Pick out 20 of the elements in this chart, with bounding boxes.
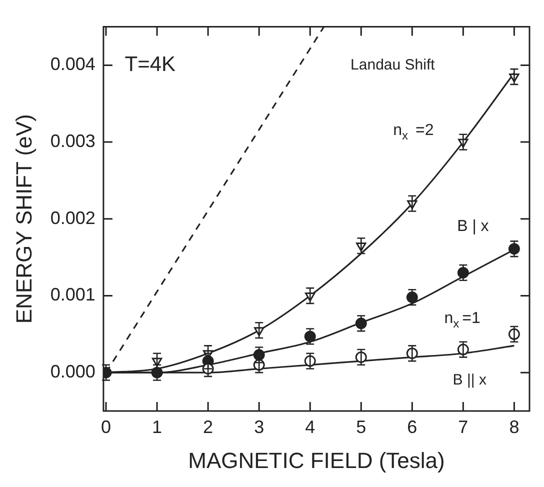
- x-axis-title: MAGNETIC FIELD (Tesla): [188, 448, 445, 473]
- x-tick-label: 5: [356, 416, 366, 437]
- y-tick-label: 0.000: [50, 362, 96, 382]
- y-axis-title: ENERGY SHIFT (eV): [11, 114, 36, 324]
- y-tick-label: 0.002: [50, 208, 96, 228]
- x-tick-label: 7: [458, 416, 468, 437]
- annotation: B || x: [452, 371, 487, 388]
- x-tick-label: 6: [407, 416, 418, 437]
- y-tick-label: 0.001: [50, 284, 96, 305]
- x-tick-label: 0: [100, 416, 112, 437]
- annotation: T=4K: [124, 53, 176, 76]
- annotation: Landau Shift: [350, 56, 436, 74]
- x-tick-label: 8: [509, 416, 520, 437]
- annotation: B | x: [457, 218, 489, 235]
- y-tick-label: 0.004: [50, 54, 96, 74]
- x-tick-label: 3: [254, 416, 264, 437]
- x-tick-label: 4: [305, 416, 316, 437]
- y-tick-label: 0.003: [50, 131, 96, 152]
- x-tick-label: 2: [203, 416, 214, 437]
- x-tick-label: 1: [152, 416, 162, 437]
